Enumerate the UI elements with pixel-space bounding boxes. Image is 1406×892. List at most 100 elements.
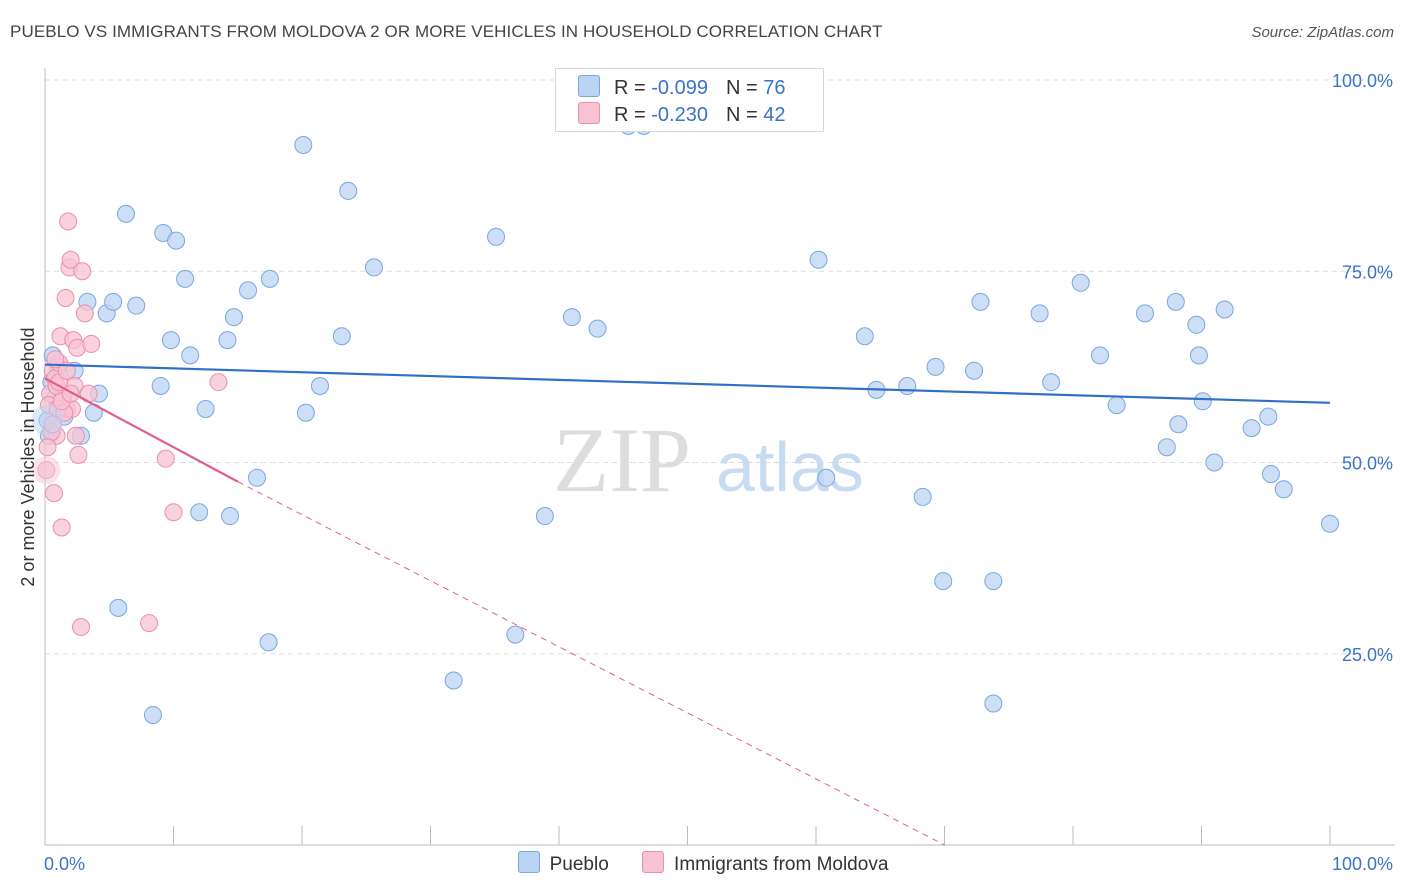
- pueblo-point: [248, 468, 267, 487]
- pueblo-point: [817, 468, 836, 487]
- pueblo-point: [1259, 407, 1278, 426]
- pueblo-point: [31, 404, 64, 437]
- pueblo-point: [506, 625, 525, 644]
- pueblo-point: [196, 399, 215, 418]
- pueblo-point: [364, 258, 383, 277]
- pueblo-point: [855, 327, 874, 346]
- r-label: R =: [614, 77, 652, 99]
- watermark-zip: ZIP: [553, 409, 691, 511]
- moldova-point: [44, 484, 63, 503]
- moldova-point: [140, 614, 159, 633]
- moldova-point: [56, 289, 75, 308]
- n-label: N =: [725, 104, 764, 126]
- pueblo-point: [1030, 304, 1049, 323]
- n-value: 76: [763, 77, 786, 99]
- pueblo-point: [218, 331, 237, 350]
- moldova-point: [75, 304, 94, 323]
- pueblo-point: [487, 227, 506, 246]
- pueblo-point: [1169, 415, 1188, 434]
- pueblo-point: [1107, 396, 1126, 415]
- pueblo-point: [1135, 304, 1154, 323]
- pueblo-point: [1274, 480, 1293, 499]
- moldova-point: [209, 373, 228, 392]
- pueblo-point: [1071, 273, 1090, 292]
- legend-row-moldova: R = -0.230 N = 42: [578, 102, 785, 126]
- pueblo-point: [239, 281, 258, 300]
- pueblo-point: [971, 292, 990, 311]
- moldova-point: [73, 262, 92, 281]
- moldova-point: [59, 212, 78, 231]
- moldova-point: [52, 518, 71, 537]
- legend-item-pueblo: Pueblo: [517, 851, 609, 876]
- pueblo-point: [167, 231, 186, 250]
- pueblo-point: [1205, 453, 1224, 472]
- pueblo-point: [1042, 373, 1061, 392]
- pueblo-point: [535, 507, 554, 526]
- moldova-swatch: [578, 102, 600, 124]
- pueblo-point: [1261, 464, 1280, 483]
- y-axis-label: 2 or more Vehicles in Household: [18, 327, 38, 586]
- pueblo-swatch: [578, 75, 600, 97]
- pueblo-point: [913, 487, 932, 506]
- moldova-point: [82, 334, 101, 353]
- pueblo-point: [1321, 514, 1339, 533]
- moldova-trend-extension: [237, 481, 945, 846]
- pueblo-point: [224, 308, 243, 327]
- chart-title: PUEBLO VS IMMIGRANTS FROM MOLDOVA 2 OR M…: [10, 22, 883, 41]
- pueblo-point: [310, 377, 329, 395]
- n-label: N =: [725, 77, 764, 99]
- pueblo-point: [588, 319, 607, 338]
- pueblo-point: [926, 357, 945, 376]
- chart-source: Source: ZipAtlas.com: [1251, 24, 1394, 41]
- pueblo-point: [181, 346, 200, 365]
- pueblo-point: [934, 572, 953, 591]
- series-legend: Pueblo Immigrants from Moldova: [0, 851, 1406, 876]
- pueblo-point: [965, 361, 984, 380]
- y-tick-label: 100.0%: [1332, 71, 1393, 91]
- pueblo-point: [984, 694, 1003, 713]
- pueblo-point: [294, 136, 313, 155]
- moldova-point: [69, 445, 88, 464]
- pueblo-point: [127, 296, 146, 315]
- pueblo-point: [221, 507, 240, 526]
- legend-label-moldova: Immigrants from Moldova: [674, 854, 889, 875]
- pueblo-point: [161, 331, 180, 350]
- y-tick-label: 50.0%: [1342, 454, 1393, 474]
- pueblo-point: [1189, 346, 1208, 365]
- pueblo-point: [190, 503, 209, 522]
- pueblo-swatch: [517, 851, 540, 873]
- pueblo-point: [109, 598, 128, 617]
- pueblo-point: [176, 269, 195, 288]
- pueblo-point: [332, 327, 351, 346]
- moldova-point: [156, 449, 175, 468]
- moldova-swatch: [642, 851, 665, 873]
- pueblo-point: [1157, 438, 1176, 457]
- moldova-trend-line: [44, 377, 239, 483]
- legend-item-moldova: Immigrants from Moldova: [642, 851, 888, 876]
- moldova-point: [46, 350, 65, 369]
- pueblo-point: [444, 671, 463, 690]
- pueblo-point: [1215, 300, 1234, 319]
- pueblo-point: [143, 705, 162, 724]
- x-tick-label: 100.0%: [1332, 854, 1393, 874]
- pueblo-point: [809, 250, 828, 269]
- pueblo-point: [898, 377, 917, 395]
- moldova-point: [32, 456, 61, 485]
- pueblo-point: [1187, 315, 1206, 334]
- pueblo-point: [1193, 392, 1212, 411]
- pueblo-point: [984, 572, 1003, 591]
- pueblo-point: [104, 292, 123, 311]
- r-value: -0.099: [651, 77, 708, 99]
- legend-label-pueblo: Pueblo: [549, 854, 609, 875]
- pueblo-point: [151, 377, 170, 395]
- y-tick-label: 25.0%: [1342, 645, 1393, 665]
- r-label: R =: [614, 104, 652, 126]
- pueblo-point: [1090, 346, 1109, 365]
- moldova-point: [164, 503, 183, 522]
- pueblo-point: [260, 269, 279, 288]
- stats-legend: R = -0.099 N = 76 R = -0.230 N = 42: [555, 68, 824, 132]
- legend-row-pueblo: R = -0.099 N = 76: [578, 75, 785, 99]
- pueblo-point: [259, 633, 278, 652]
- x-tick-label: 0.0%: [44, 854, 85, 874]
